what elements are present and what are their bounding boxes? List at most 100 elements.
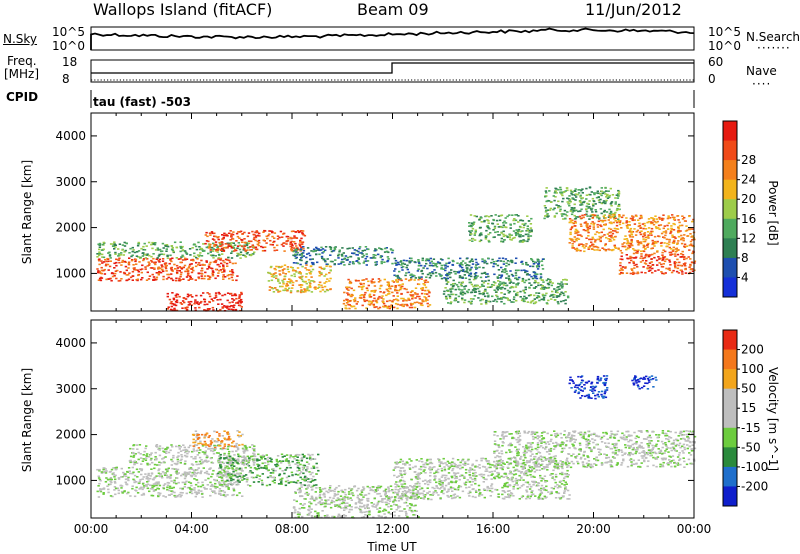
scatter-cell [197, 467, 200, 469]
scatter-cell [664, 230, 668, 232]
scatter-cell [268, 272, 272, 275]
scatter-cell [140, 463, 143, 465]
scatter-cell [325, 273, 328, 276]
scatter-cell [348, 307, 351, 310]
scatter-cell [218, 241, 221, 244]
scatter-cell [320, 246, 323, 249]
scatter-cell [131, 270, 135, 273]
scatter-cell [150, 468, 153, 470]
scatter-cell [540, 279, 544, 281]
scatter-cell [489, 300, 492, 303]
scatter-cell [571, 240, 574, 242]
scatter-cell [209, 450, 213, 452]
scatter-cell [98, 248, 101, 251]
scatter-cell [237, 458, 240, 460]
scatter-cell [635, 263, 638, 266]
scatter-cell [643, 225, 647, 227]
scatter-cell [311, 263, 315, 265]
scatter-cell [269, 475, 272, 477]
scatter-cell [499, 281, 502, 283]
scatter-cell [174, 304, 178, 307]
scatter-cell [171, 269, 174, 271]
scatter-cell [213, 490, 216, 492]
scatter-cell [323, 290, 327, 293]
scatter-cell [147, 241, 151, 244]
scatter-cell [500, 292, 503, 294]
scatter-cell [625, 254, 628, 256]
scatter-cell [169, 259, 172, 261]
scatter-cell [224, 484, 228, 486]
scatter-cell [182, 278, 185, 280]
scatter-cell [400, 297, 403, 300]
scatter-cell [290, 237, 293, 240]
scatter-cell [276, 238, 280, 240]
scatter-cell [402, 265, 405, 268]
scatter-cell [214, 292, 218, 294]
scatter-cell [500, 240, 503, 243]
scatter-cell [561, 194, 564, 197]
scatter-cell [140, 278, 143, 281]
scatter-cell [221, 461, 224, 464]
scatter-cell [509, 224, 512, 226]
scatter-cell [486, 286, 490, 288]
scatter-cell [547, 299, 550, 302]
scatter-cell [150, 259, 153, 262]
scatter-cell [201, 496, 204, 498]
scatter-cell [667, 215, 670, 217]
scatter-cell [632, 260, 635, 263]
scatter-cell [127, 267, 130, 269]
scatter-cell [217, 272, 220, 274]
scatter-cell [272, 276, 276, 278]
scatter-cell [308, 454, 312, 457]
scatter-cell [554, 190, 557, 192]
scatter-cell [102, 488, 105, 490]
scatter-cell [238, 475, 241, 477]
scatter-cell [427, 305, 430, 308]
scatter-cell [596, 214, 599, 217]
scatter-cell [595, 196, 599, 199]
scatter-cell [571, 225, 574, 228]
scatter-cell [607, 216, 611, 218]
scatter-cell [147, 474, 150, 476]
scatter-cell [572, 198, 575, 200]
scatter-cell [259, 455, 263, 458]
scatter-cell [620, 268, 624, 271]
scatter-cell [246, 449, 249, 452]
scatter-cell [602, 215, 605, 218]
scatter-cell [182, 255, 185, 258]
scatter-cell [228, 277, 231, 280]
scatter-cell [414, 293, 417, 295]
scatter-cell [403, 299, 406, 301]
scatter-cell [645, 260, 648, 262]
scatter-cell [172, 298, 176, 301]
scatter-cell [387, 502, 390, 505]
scatter-cell [146, 487, 149, 490]
scatter-cell [176, 494, 179, 497]
scatter-cell [170, 305, 173, 308]
scatter-cell [253, 236, 256, 239]
scatter-cell [374, 264, 377, 266]
scatter-cell [604, 217, 607, 219]
scatter-cell [423, 296, 426, 298]
scatter-cell [312, 484, 316, 487]
scatter-cell [287, 271, 291, 273]
scatter-cell [163, 474, 167, 476]
scatter-cell [473, 276, 477, 278]
scatter-cell [247, 240, 251, 242]
scatter-cell [473, 234, 476, 236]
scatter-cell [323, 496, 326, 498]
scatter-cell [306, 466, 309, 468]
scatter-cell [204, 433, 207, 436]
scatter-cell [271, 472, 275, 474]
scatter-cell [203, 301, 207, 303]
scatter-cell [346, 247, 349, 250]
scatter-cell [161, 260, 165, 262]
scatter-cell [476, 284, 479, 287]
scatter-cell [131, 472, 134, 475]
scatter-cell [231, 294, 234, 297]
scatter-cell [548, 209, 552, 211]
scatter-cell [420, 276, 423, 278]
scatter-cell [440, 274, 443, 277]
scatter-cell [271, 235, 274, 238]
scatter-cell [593, 214, 597, 217]
